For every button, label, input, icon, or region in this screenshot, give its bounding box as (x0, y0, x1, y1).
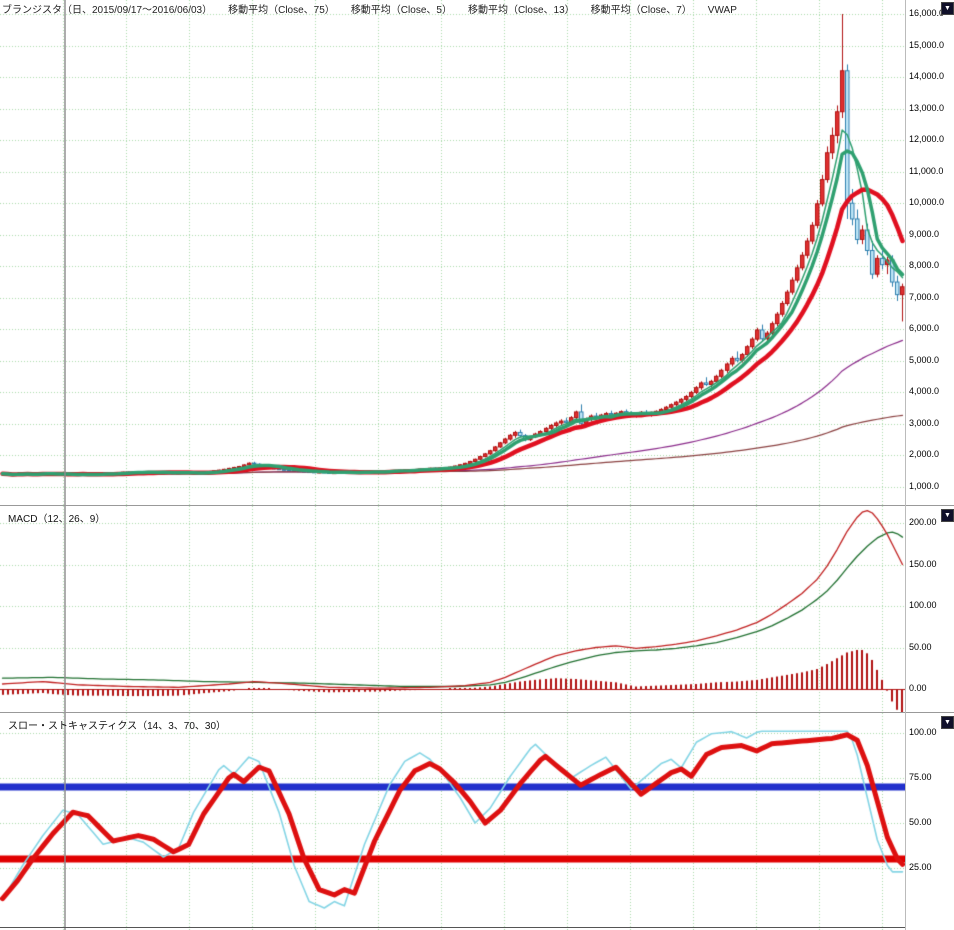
axis-label: 11,000.0 (909, 165, 944, 176)
axis-label: 100.00 (909, 727, 937, 737)
stoch-title: スロー・ストキャスティクス（14、3、70、30） (8, 721, 227, 732)
axis-label: 14,000.0 (909, 71, 945, 82)
axis-label: 4,000.0 (909, 386, 940, 397)
price-chart-canvas[interactable] (0, 0, 905, 505)
symbol-title: ブランジスタ（日、2015/09/17～2016/06/03） (2, 5, 213, 16)
legend-item: 移動平均（Close、5） (350, 5, 452, 16)
crosshair-vline (64, 0, 66, 930)
macd-chart-canvas[interactable] (0, 506, 905, 712)
chart-header: ブランジスタ（日、2015/09/17～2016/06/03） 移動平均（Clos… (2, 1, 737, 16)
axis-label: 8,000.0 (909, 260, 940, 271)
panel-divider (0, 505, 954, 506)
panel-divider (0, 712, 954, 713)
chart-bottom-border (0, 927, 905, 928)
axis-label: 75.00 (909, 772, 932, 782)
legend-item: VWAP (707, 5, 737, 16)
axis-label: 100.00 (909, 600, 937, 610)
axis-separator (905, 0, 906, 930)
macd-title: MACD（12、26、9） (8, 514, 106, 525)
axis-label: 6,000.0 (909, 323, 940, 334)
axis-label: 50.00 (909, 641, 932, 652)
axis-label: 7,000.0 (909, 291, 940, 302)
axis-label: 200.00 (909, 517, 937, 527)
axis-label: 50.00 (909, 817, 932, 827)
stoch-chart-canvas[interactable] (0, 713, 905, 930)
axis-label: 16,000.0 (909, 8, 945, 18)
price-panel-dropdown-button[interactable]: ▼ (941, 2, 954, 15)
axis-label: 1,000.0 (909, 481, 940, 491)
axis-label: 150.00 (909, 558, 937, 569)
stoch-panel-dropdown-button[interactable]: ▼ (941, 716, 954, 729)
macd-panel-dropdown-button[interactable]: ▼ (941, 509, 954, 522)
overlay-legend: 移動平均（Close、75） 移動平均（Close、5） 移動平均（Close、13… (212, 5, 737, 16)
axis-label: 10,000.0 (909, 197, 945, 208)
axis-label: 0.00 (909, 683, 927, 693)
axis-label: 9,000.0 (909, 228, 940, 239)
axis-label: 13,000.0 (909, 102, 945, 113)
legend-item: 移動平均（Close、13） (467, 5, 575, 16)
axis-label: 3,000.0 (909, 417, 940, 428)
axis-label: 5,000.0 (909, 354, 940, 365)
legend-item: 移動平均（Close、75） (228, 5, 335, 16)
legend-item: 移動平均（Close、7） (590, 5, 692, 16)
axis-label: 15,000.0 (909, 39, 945, 50)
axis-label: 2,000.0 (909, 449, 940, 460)
axis-label: 12,000.0 (909, 134, 945, 145)
axis-label: 25.00 (909, 862, 932, 872)
